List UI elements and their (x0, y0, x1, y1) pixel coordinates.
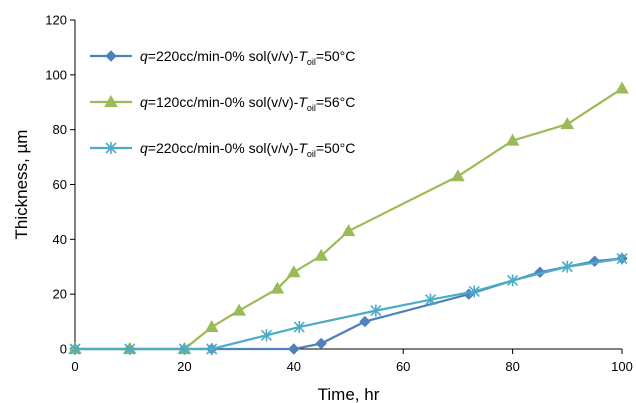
legend-swatch-marker (105, 50, 117, 62)
legend-swatch-marker (105, 142, 117, 154)
data-point (507, 274, 519, 287)
x-tick-label: 0 (71, 359, 78, 374)
data-point (616, 252, 628, 265)
data-point (451, 169, 465, 182)
x-axis-title: Time, hr (318, 385, 380, 403)
x-tick-label: 40 (287, 359, 301, 374)
y-tick-label: 120 (45, 13, 67, 28)
y-tick-label: 20 (53, 287, 67, 302)
series-layer (68, 81, 629, 355)
data-point (615, 81, 629, 94)
data-point (341, 224, 356, 237)
x-tick-label: 60 (396, 359, 410, 374)
series-3 (69, 252, 628, 355)
data-point (124, 343, 136, 355)
x-tick-label: 20 (177, 359, 191, 374)
y-tick-label: 80 (53, 122, 67, 137)
legend-label: q=220cc/min-0% sol(v/v)-Toil=50°C (140, 140, 355, 159)
data-point (288, 343, 300, 355)
data-point (293, 321, 305, 334)
legend-label: q=120cc/min-0% sol(v/v)-Toil=56°C (140, 94, 355, 113)
y-tick-label: 100 (45, 67, 67, 82)
series-1 (69, 252, 628, 355)
series-3-line (75, 257, 623, 351)
data-point (315, 337, 327, 350)
series-2 (68, 81, 629, 354)
legend-entry-3: q=220cc/min-0% sol(v/v)-Toil=50°C (90, 140, 355, 159)
data-point (314, 248, 329, 261)
data-point (424, 293, 437, 306)
y-tick-label: 0 (60, 342, 67, 357)
data-point (69, 343, 81, 355)
x-tick-label: 100 (611, 359, 633, 374)
y-tick-label: 60 (53, 177, 67, 192)
y-tick-label: 40 (53, 232, 67, 247)
y-axis-title: Thickness, µm (12, 130, 31, 240)
legend: q=220cc/min-0% sol(v/v)-Toil=50°C q=120cc… (90, 48, 355, 159)
data-point (359, 315, 371, 328)
data-point (232, 303, 246, 316)
data-point (468, 285, 480, 298)
data-point (560, 117, 575, 130)
legend-entry-1: q=220cc/min-0% sol(v/v)-Toil=50°C (90, 48, 355, 67)
data-point (505, 133, 520, 146)
data-point (286, 265, 301, 278)
legend-label: q=220cc/min-0% sol(v/v)-Toil=50°C (140, 48, 355, 67)
series-2-line (75, 87, 623, 351)
data-point (178, 343, 190, 355)
data-point (260, 329, 273, 342)
data-point (561, 260, 573, 273)
legend-swatch-marker (104, 94, 118, 107)
tick-labels: 0 20 40 60 80 100 120 0 20 40 60 80 100 (45, 13, 633, 375)
data-point (270, 281, 285, 294)
legend-entry-2: q=120cc/min-0% sol(v/v)-Toil=56°C (90, 94, 355, 113)
data-point (204, 320, 219, 333)
axes (70, 19, 623, 354)
data-point (206, 343, 218, 355)
x-tick-label: 80 (505, 359, 519, 374)
data-point (370, 304, 382, 317)
